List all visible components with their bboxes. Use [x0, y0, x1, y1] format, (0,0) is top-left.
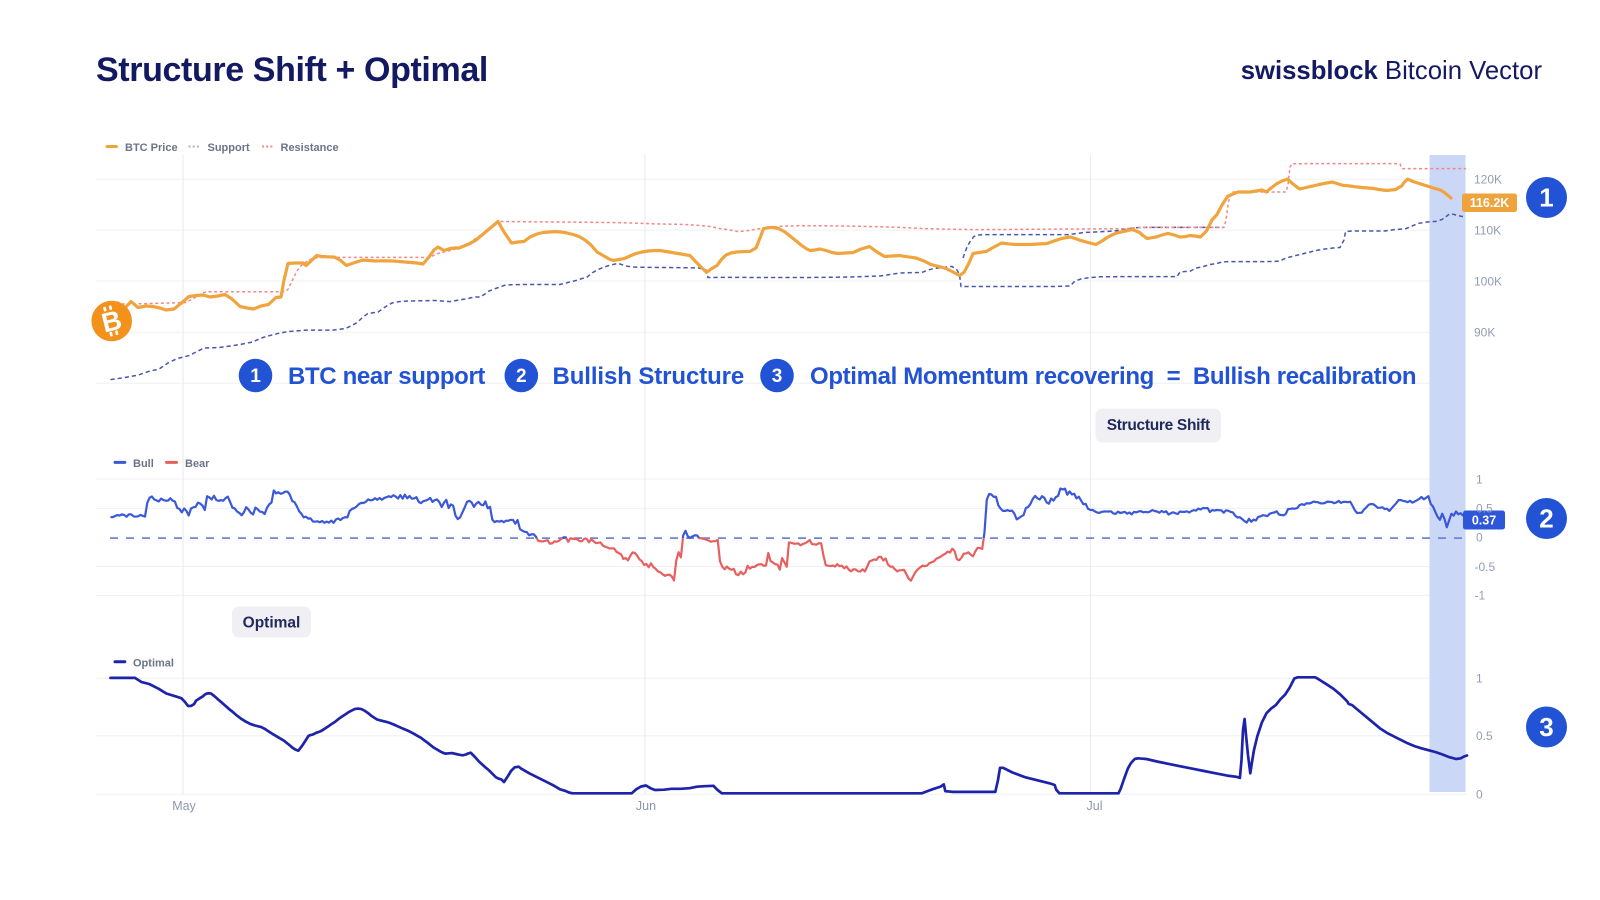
svg-text:120K: 120K: [1474, 173, 1502, 187]
svg-text:Support: Support: [208, 142, 250, 154]
svg-text:0.5: 0.5: [1476, 502, 1493, 516]
svg-text:1: 1: [1476, 672, 1483, 686]
svg-text:Bear: Bear: [185, 458, 210, 470]
svg-text:2: 2: [1539, 504, 1553, 534]
svg-text:Bullish Structure: Bullish Structure: [553, 363, 745, 390]
svg-text:1: 1: [250, 366, 261, 387]
svg-text:1: 1: [1476, 472, 1483, 486]
svg-text:Jul: Jul: [1087, 799, 1103, 813]
svg-text:3: 3: [1539, 712, 1553, 742]
svg-text:1: 1: [1539, 183, 1553, 213]
svg-text:Resistance: Resistance: [281, 142, 339, 154]
svg-text:0.5: 0.5: [1476, 729, 1493, 743]
svg-text:0: 0: [1476, 531, 1483, 545]
svg-text:2: 2: [516, 366, 527, 387]
svg-text:BTC Price: BTC Price: [125, 142, 178, 154]
svg-text:110K: 110K: [1474, 223, 1501, 237]
svg-text:Optimal: Optimal: [243, 615, 301, 632]
svg-text:Structure Shift + Optimal: Structure Shift + Optimal: [96, 51, 488, 89]
svg-text:Optimal Momentum recovering =: Optimal Momentum recovering = Bullish re…: [810, 363, 1416, 390]
svg-text:swissblock Bitcoin Vector: swissblock Bitcoin Vector: [1241, 57, 1543, 85]
svg-text:Jun: Jun: [636, 799, 656, 813]
svg-text:-1: -1: [1475, 589, 1486, 603]
svg-text:0: 0: [1476, 788, 1483, 802]
svg-text:May: May: [172, 799, 196, 813]
svg-text:Structure Shift: Structure Shift: [1107, 417, 1210, 434]
svg-text:Optimal: Optimal: [133, 657, 174, 669]
svg-text:Bull: Bull: [133, 458, 154, 470]
svg-text:BTC near support: BTC near support: [288, 363, 485, 390]
svg-text:100K: 100K: [1474, 274, 1502, 288]
svg-text:116.2K: 116.2K: [1470, 196, 1510, 210]
svg-text:-0.5: -0.5: [1475, 560, 1496, 574]
svg-text:3: 3: [772, 366, 783, 387]
svg-text:0.37: 0.37: [1472, 514, 1496, 528]
svg-text:90K: 90K: [1474, 326, 1495, 340]
